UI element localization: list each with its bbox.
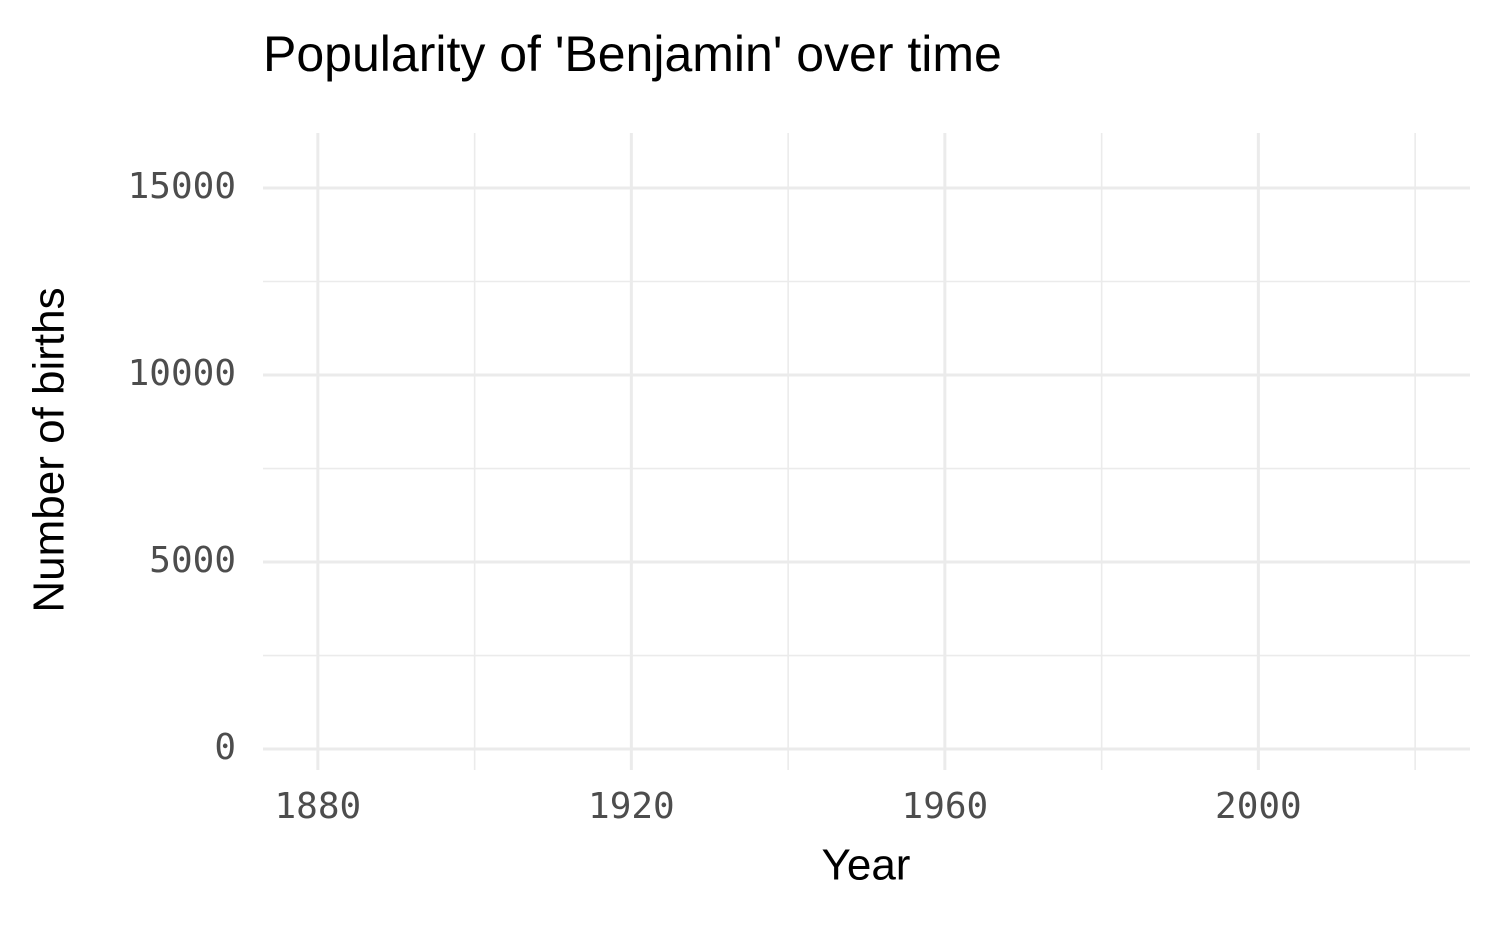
y-tick-label: 10000 bbox=[128, 353, 236, 394]
y-tick-label: 5000 bbox=[149, 540, 236, 581]
grid bbox=[263, 133, 1470, 770]
chart-title: Popularity of 'Benjamin' over time bbox=[263, 26, 1002, 82]
x-axis-label: Year bbox=[822, 841, 911, 890]
y-tick-label: 15000 bbox=[128, 166, 236, 207]
x-tick-label: 2000 bbox=[1215, 786, 1302, 827]
x-tick-label: 1960 bbox=[902, 786, 989, 827]
y-axis-label: Number of births bbox=[25, 287, 74, 612]
y-tick-label: 0 bbox=[214, 727, 236, 768]
x-tick-label: 1920 bbox=[588, 786, 675, 827]
x-tick-label: 1880 bbox=[275, 786, 362, 827]
